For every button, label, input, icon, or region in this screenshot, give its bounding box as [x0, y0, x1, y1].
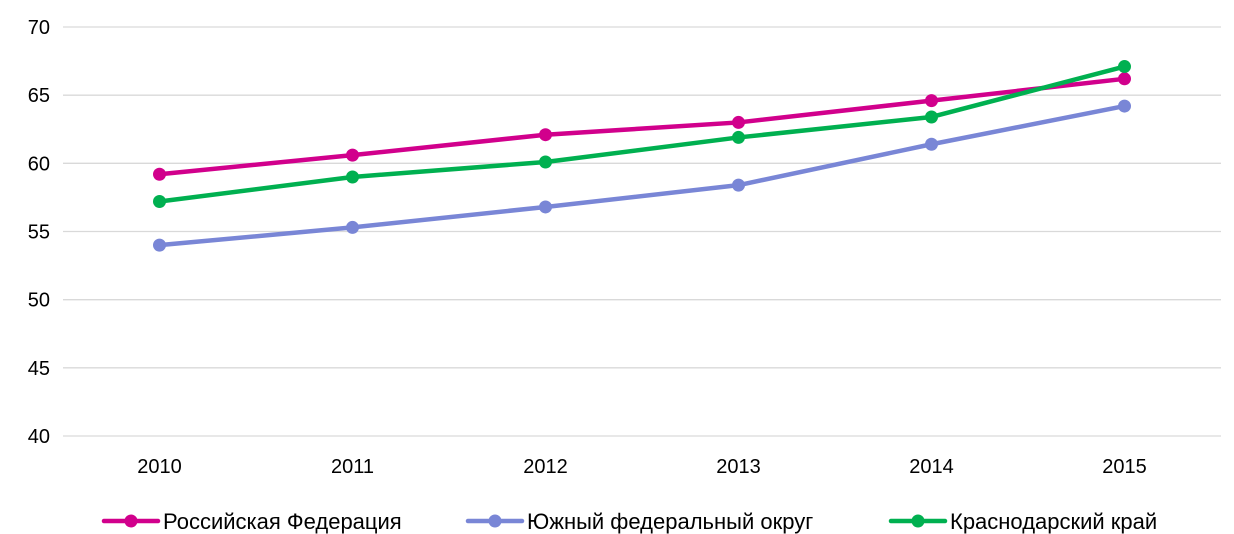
y-tick-label: 65	[28, 85, 50, 107]
legend-item: Краснодарский край	[888, 509, 1157, 534]
legend-item: Российская Федерация	[101, 509, 402, 534]
data-point	[539, 200, 552, 214]
y-tick-label: 50	[28, 290, 50, 312]
data-point	[1118, 99, 1131, 113]
data-point	[153, 195, 166, 209]
legend: Российская Федерация Южный федеральный ок…	[101, 509, 1157, 534]
x-tick-label: 2014	[909, 456, 954, 478]
data-point	[925, 137, 938, 151]
data-point	[153, 238, 166, 252]
x-tick-label: 2010	[137, 456, 182, 478]
data-point	[732, 130, 745, 144]
x-tick-label: 2015	[1102, 456, 1147, 478]
data-point	[153, 167, 166, 181]
legend-swatch-marker	[911, 514, 925, 528]
x-tick-label: 2012	[523, 456, 568, 478]
x-tick-label: 2011	[331, 456, 374, 478]
data-point	[1118, 60, 1131, 74]
data-point	[925, 94, 938, 108]
y-tick-label: 55	[28, 222, 50, 244]
series-line	[157, 103, 1127, 248]
y-axis: 40 45 50 55 60 65 70	[28, 17, 50, 448]
data-point	[732, 115, 745, 129]
legend-label: Краснодарский край	[950, 509, 1157, 534]
data-point	[346, 170, 359, 184]
data-point	[539, 155, 552, 169]
data-point	[732, 178, 745, 192]
y-tick-label: 45	[28, 358, 50, 380]
series-line	[157, 64, 1127, 204]
x-tick-label: 2013	[716, 456, 761, 478]
legend-label: Российская Федерация	[163, 509, 402, 534]
data-point	[346, 148, 359, 162]
legend-swatch-marker	[124, 514, 138, 528]
data-point	[1118, 72, 1131, 86]
series-lines	[157, 64, 1127, 248]
y-tick-label: 60	[28, 153, 50, 175]
data-point	[539, 128, 552, 142]
y-tick-label: 40	[28, 426, 50, 448]
legend-item: Южный федеральный округ	[465, 509, 813, 534]
series-line	[157, 76, 1127, 177]
series-points	[153, 60, 1131, 252]
legend-label: Южный федеральный округ	[527, 509, 813, 534]
data-point	[346, 220, 359, 234]
data-point	[925, 110, 938, 124]
legend-swatch-marker	[488, 514, 502, 528]
y-tick-label: 70	[28, 17, 50, 39]
x-axis: 2010 2011 2012 2013 2014 2015	[137, 456, 1147, 478]
